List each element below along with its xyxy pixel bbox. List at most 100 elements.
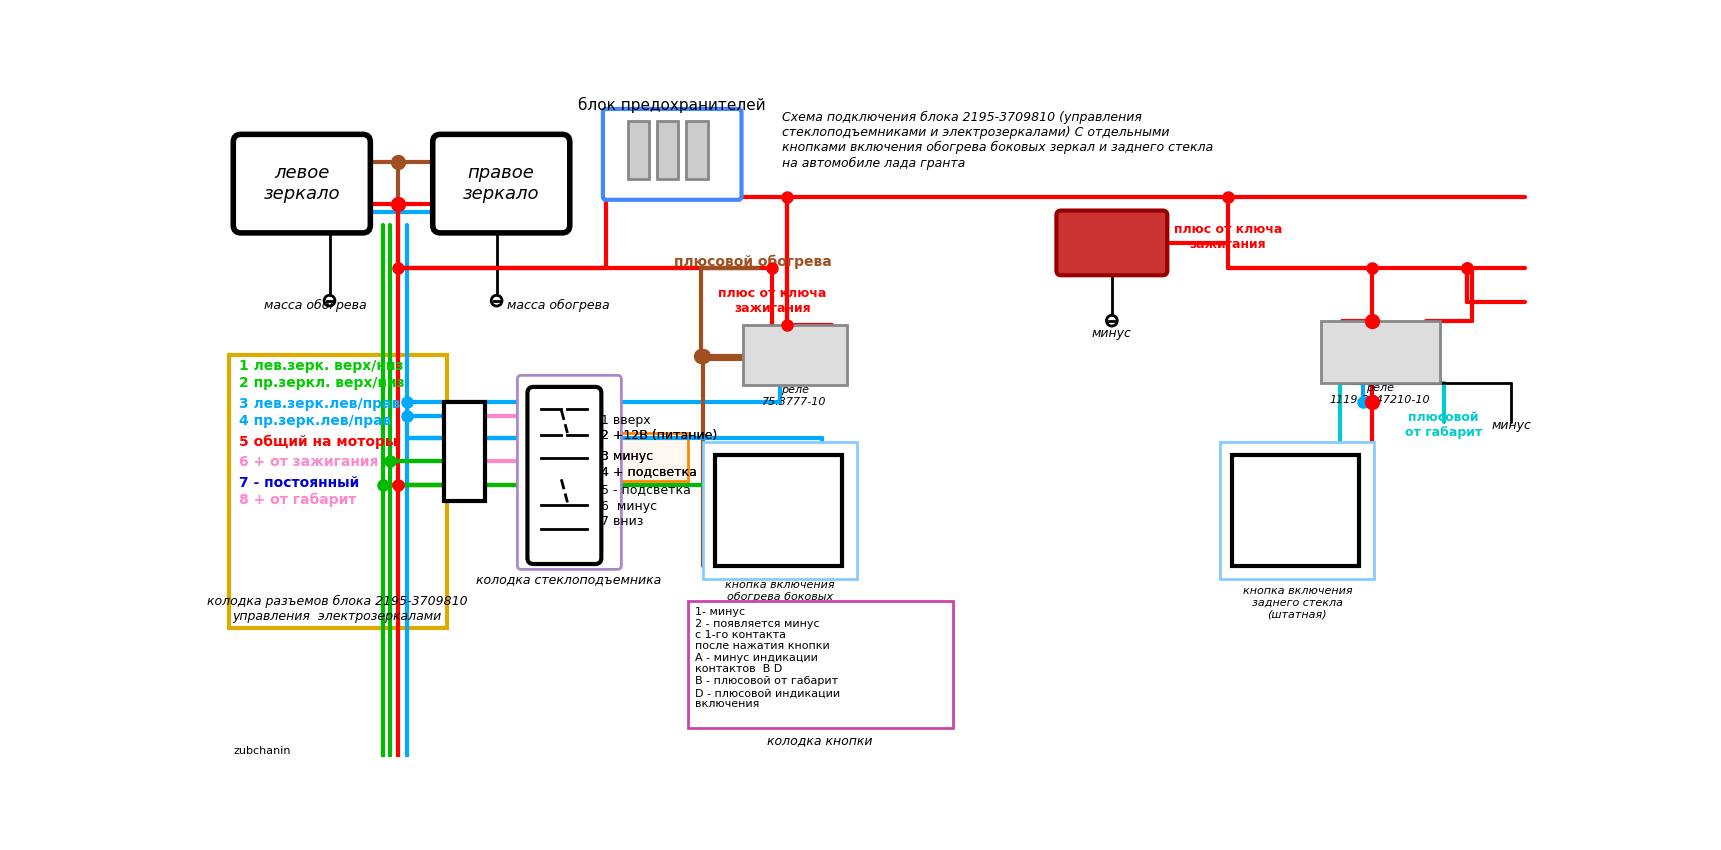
Bar <box>628 122 649 179</box>
Text: 4 пр.зерк.лев/прав: 4 пр.зерк.лев/прав <box>239 414 392 428</box>
Text: 2 +12В (питание): 2 +12В (питание) <box>601 429 718 442</box>
Text: реле
75.3777-10: реле 75.3777-10 <box>762 385 826 407</box>
Text: 6: 6 <box>540 440 551 454</box>
Text: 4 + подсветка: 4 + подсветка <box>601 465 697 478</box>
Text: правое
зеркало: правое зеркало <box>463 164 539 203</box>
Text: к 4: к 4 <box>527 408 546 421</box>
Text: плюс от ключа
зажигания: плюс от ключа зажигания <box>1174 223 1282 251</box>
Text: кнопка включения
обогрева боковых
зерка
(дополнительная): кнопка включения обогрева боковых зерка … <box>725 580 835 625</box>
Text: к 3: к 3 <box>527 430 546 444</box>
FancyBboxPatch shape <box>432 134 570 233</box>
FancyBboxPatch shape <box>1057 211 1167 275</box>
Text: плюсовой обогрева: плюсовой обогрева <box>673 255 831 269</box>
Text: 8 + от габарит: 8 + от габарит <box>239 493 356 507</box>
Text: с 1-го контакта: с 1-го контакта <box>695 630 786 640</box>
Text: включения: включения <box>695 700 759 709</box>
Text: D - плюсовой индикации: D - плюсовой индикации <box>695 688 840 699</box>
Text: 7: 7 <box>540 513 551 527</box>
Text: 2: 2 <box>578 440 589 454</box>
Text: к 2: к 2 <box>527 453 546 466</box>
FancyBboxPatch shape <box>518 376 621 570</box>
Text: B: B <box>1249 461 1263 479</box>
Bar <box>657 122 678 179</box>
Bar <box>702 442 857 580</box>
Text: 3: 3 <box>449 432 458 445</box>
Text: колодка разъемов блока 2195-3709810
управления  электрозеркалами: колодка разъемов блока 2195-3709810 упра… <box>207 595 468 623</box>
Text: 3 лев.зерк.лев/прав: 3 лев.зерк.лев/прав <box>239 397 401 411</box>
Text: 86: 86 <box>773 372 788 382</box>
Bar <box>743 326 847 385</box>
Text: 2: 2 <box>449 454 458 468</box>
Text: колодка стеклоподъемника: колодка стеклоподъемника <box>477 573 661 586</box>
Text: 2 - появляется минус: 2 - появляется минус <box>695 619 819 629</box>
Bar <box>1232 455 1360 566</box>
Text: 3 минус: 3 минус <box>601 450 654 462</box>
Text: 5 общий на моторы: 5 общий на моторы <box>239 434 398 449</box>
Text: 8: 8 <box>472 409 480 423</box>
Text: плюс от ключа
зажигания: плюс от ключа зажигания <box>718 286 826 314</box>
Text: В - плюсовой от габарит: В - плюсовой от габарит <box>695 676 838 686</box>
Text: после нажатия кнопки: после нажатия кнопки <box>695 641 830 650</box>
FancyBboxPatch shape <box>527 387 601 564</box>
Text: A: A <box>816 461 830 479</box>
Text: 6 + от зажигания: 6 + от зажигания <box>239 456 379 469</box>
Text: 1: 1 <box>1334 500 1346 518</box>
Text: 86: 86 <box>1354 369 1370 379</box>
Text: 87: 87 <box>1387 356 1403 366</box>
Text: 85: 85 <box>1334 324 1349 334</box>
Text: zubchanin: zubchanin <box>234 746 291 756</box>
Text: 1 лев.зерк. верх/низ: 1 лев.зерк. верх/низ <box>239 359 404 373</box>
Text: левое
зеркало: левое зеркало <box>263 164 341 203</box>
Text: 7 - постоянный: 7 - постоянный <box>239 476 360 490</box>
Text: заднее стекло: заднее стекло <box>1065 238 1158 248</box>
Text: Схема подключения блока 2195-3709810 (управления
стеклоподъемниками и электрозер: Схема подключения блока 2195-3709810 (уп… <box>781 111 1213 169</box>
Bar <box>688 601 953 728</box>
Text: 1: 1 <box>816 500 828 518</box>
Text: 4: 4 <box>449 409 458 423</box>
Text: 85: 85 <box>764 328 780 338</box>
Text: контактов  В D: контактов В D <box>695 664 783 674</box>
Text: 4 + подсветка: 4 + подсветка <box>601 465 697 478</box>
Text: плюсовой
от габарит: плюсовой от габарит <box>1404 411 1482 439</box>
Text: 30: 30 <box>1418 324 1434 334</box>
Bar <box>444 402 485 501</box>
Text: D: D <box>733 523 745 541</box>
Text: D: D <box>1249 523 1263 541</box>
Text: блок предохранителей: блок предохранителей <box>578 97 766 113</box>
Bar <box>714 455 842 566</box>
Text: 5 - подсветка: 5 - подсветка <box>601 483 692 496</box>
Text: масса обогрева: масса обогрева <box>508 298 609 312</box>
Text: 4: 4 <box>578 513 589 527</box>
Text: реле
1119-3747210-10: реле 1119-3747210-10 <box>1330 383 1430 405</box>
Text: 6  минус: 6 минус <box>601 500 657 513</box>
Text: 30: 30 <box>824 328 840 338</box>
Bar <box>229 354 446 628</box>
Text: B: B <box>733 461 745 479</box>
Text: 2: 2 <box>1334 542 1346 560</box>
FancyBboxPatch shape <box>234 134 370 233</box>
Text: 5: 5 <box>472 478 480 491</box>
FancyBboxPatch shape <box>602 109 742 200</box>
Text: А - минус индикации: А - минус индикации <box>695 653 817 663</box>
Text: 1: 1 <box>449 478 458 491</box>
Text: 6: 6 <box>472 454 480 468</box>
Text: минус: минус <box>1091 327 1132 340</box>
Text: 7 вниз: 7 вниз <box>601 515 644 528</box>
Text: 1 вверх: 1 вверх <box>601 413 651 427</box>
Text: 2 пр.зеркл. верх/низ: 2 пр.зеркл. верх/низ <box>239 376 404 390</box>
Text: 2 +12В (питание): 2 +12В (питание) <box>601 429 718 442</box>
Text: A: A <box>1334 461 1346 479</box>
Text: 2: 2 <box>816 542 828 560</box>
Bar <box>1320 321 1440 383</box>
Text: кнопка включения
заднего стекла
(штатная): кнопка включения заднего стекла (штатная… <box>1243 586 1353 619</box>
Bar <box>687 122 707 179</box>
Text: 1: 1 <box>578 414 589 428</box>
Bar <box>599 434 688 481</box>
Text: 3 минус: 3 минус <box>601 450 654 462</box>
Text: 3: 3 <box>578 473 587 486</box>
Bar <box>1220 442 1375 580</box>
Text: 7: 7 <box>472 432 480 445</box>
Text: 5: 5 <box>540 414 551 428</box>
Text: минус: минус <box>1492 419 1532 432</box>
Text: 87: 87 <box>745 360 761 371</box>
